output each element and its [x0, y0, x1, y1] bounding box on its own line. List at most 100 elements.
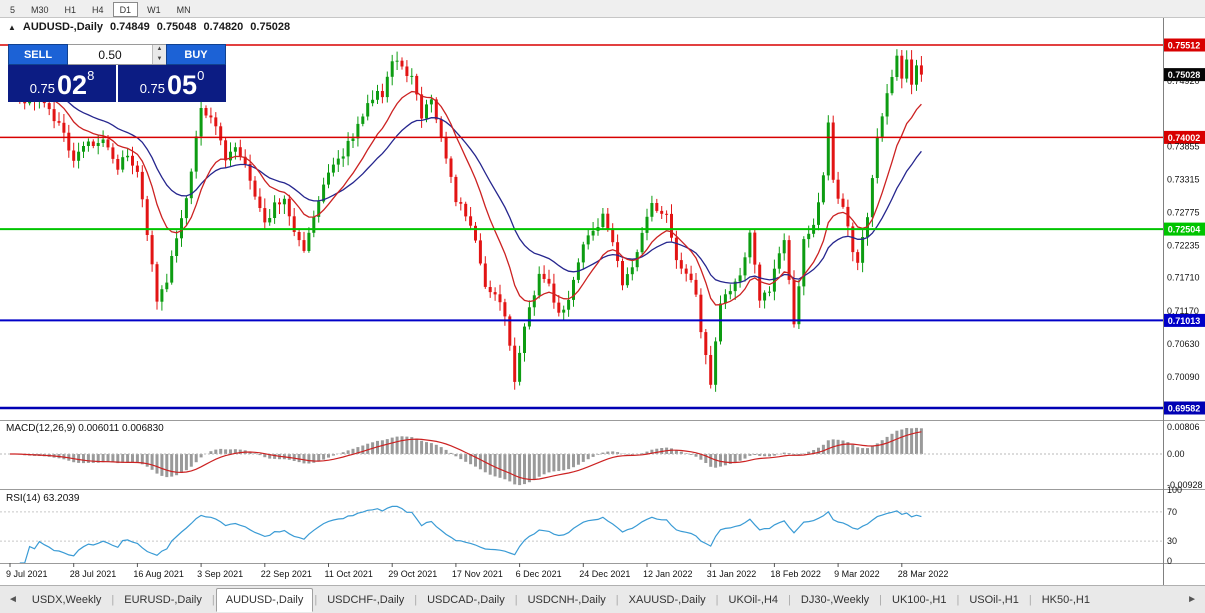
candles	[8, 49, 923, 392]
buy-price-pips: 05	[167, 70, 198, 100]
macd-axis-label: 0.00806	[1167, 422, 1200, 432]
price-axis-label: 0.71170	[1167, 306, 1199, 316]
price-axis-label: 0.72235	[1167, 241, 1200, 251]
price-axis-label: 0.72775	[1167, 208, 1200, 218]
price-level-badge-text: 0.72504	[1168, 225, 1201, 235]
chart-tab-usdcnh-daily[interactable]: USDCNH-,Daily	[527, 593, 606, 606]
ema-slow-line	[9, 83, 922, 284]
tab-separator: |	[715, 593, 719, 606]
time-axis-label: 11 Oct 2021	[325, 569, 373, 579]
volume-spinner: ▲ ▼	[152, 45, 166, 64]
price-level-badge	[1164, 38, 1205, 52]
volume-input[interactable]: 0.50	[98, 47, 122, 62]
current-price-badge-text: 0.75028	[1168, 70, 1201, 80]
time-axis-label: 12 Jan 2022	[643, 569, 693, 579]
timeframe-button-5[interactable]: 5	[10, 4, 16, 15]
price-level-badge	[1164, 313, 1205, 327]
tab-separator: |	[111, 593, 115, 606]
chart-window[interactable]: 0.75512 0.74002 0.72504 0.71013 0.69582 0.750…	[0, 18, 1205, 585]
timeframe-button-h4[interactable]: H4	[92, 4, 104, 15]
ohlc-high: 0.75048	[156, 21, 197, 33]
tab-separator: |	[414, 593, 418, 606]
chart-tab-bar: ◄ USDX,Weekly | EURUSD-,Daily | AUDUSD-,Daily…	[0, 585, 1205, 613]
price-level-badge-text: 0.75512	[1168, 41, 1201, 51]
chart-tab-dj30-weekly[interactable]: DJ30-,Weekly	[800, 593, 870, 606]
time-axis-label: 31 Jan 2022	[707, 569, 757, 579]
timeframe-button-m30[interactable]: M30	[31, 4, 49, 15]
chart-canvas[interactable]: 0.755120.740020.725040.710130.695820.750…	[0, 18, 1205, 585]
price-level-badge-text: 0.74002	[1168, 133, 1201, 143]
volume-box: 0.50 ▲ ▼	[68, 44, 166, 65]
price-axis[interactable]	[1163, 18, 1205, 585]
price-level-badge-text: 0.69582	[1168, 404, 1201, 414]
tab-separator: |	[1028, 593, 1032, 606]
ema-fast-line	[9, 83, 922, 306]
timeframe-button-w1[interactable]: W1	[147, 4, 161, 15]
price-axis-label: 0.73315	[1167, 175, 1200, 185]
ohlc-open: 0.74849	[110, 21, 150, 33]
chart-tab-xauusd-daily[interactable]: XAUUSD-,Daily	[628, 593, 706, 606]
rsi-axis-label: 30	[1167, 536, 1177, 546]
sell-button[interactable]: SELL	[8, 44, 68, 65]
chart-tab-eurusd-daily[interactable]: EURUSD-,Daily	[124, 593, 202, 606]
rsi-line	[19, 505, 922, 564]
timeframe-toolbar: 5 M30 H1 H4 D1 W1 MN	[0, 0, 1205, 18]
time-axis-label: 6 Dec 2021	[516, 569, 562, 579]
chart-tab-usdx-weekly[interactable]: USDX,Weekly	[31, 593, 102, 606]
price-axis-label: 0.73855	[1167, 141, 1200, 151]
buy-button[interactable]: BUY	[166, 44, 226, 65]
tab-separator: |	[314, 593, 318, 606]
chart-tab-usdchf-daily[interactable]: USDCHF-,Daily	[327, 593, 405, 606]
tab-separator: |	[211, 593, 215, 606]
chart-title: ▲ AUDUSD-,Daily 0.74849 0.75048 0.74820 …	[8, 21, 290, 33]
sell-price-pips: 02	[57, 70, 88, 100]
time-axis-label: 3 Sep 2021	[197, 569, 243, 579]
chart-tab-ukoil-h4[interactable]: UKOil-,H4	[728, 593, 779, 606]
chart-tab-hk50-h1[interactable]: HK50-,H1	[1041, 593, 1090, 606]
tab-scroll-left-icon[interactable]: ◄	[8, 594, 18, 605]
ohlc-low: 0.74820	[203, 21, 244, 33]
time-axis-label: 9 Jul 2021	[6, 569, 48, 579]
timeframe-button-d1[interactable]: D1	[112, 2, 139, 17]
tab-scroll-right-icon[interactable]: ►	[1187, 594, 1197, 605]
time-axis-label: 29 Oct 2021	[388, 569, 437, 579]
time-axis[interactable]	[0, 563, 1163, 585]
price-level-badge	[1164, 130, 1205, 144]
buy-price-base: 0.75	[139, 81, 166, 96]
time-axis-label: 18 Feb 2022	[770, 569, 821, 579]
chart-tab-usoil-h1[interactable]: USOil-,H1	[969, 593, 1019, 606]
tab-separator: |	[514, 593, 518, 606]
sell-price-point: 8	[87, 68, 95, 83]
chart-tab-uk100-h1[interactable]: UK100-,H1	[892, 593, 947, 606]
ohlc-close: 0.75028	[250, 21, 291, 33]
time-axis-label: 24 Dec 2021	[579, 569, 630, 579]
price-axis-label: 0.74920	[1167, 76, 1200, 86]
tab-separator: |	[956, 593, 960, 606]
sell-price-base: 0.75	[29, 81, 56, 96]
macd-signal-line	[10, 431, 922, 481]
volume-down-icon[interactable]: ▼	[153, 54, 166, 64]
rsi-indicator-label: RSI(14) 63.2039	[6, 493, 80, 504]
volume-up-icon[interactable]: ▲	[153, 45, 166, 55]
price-axis-label: 0.70630	[1167, 339, 1200, 349]
time-axis-label: 28 Jul 2021	[70, 569, 117, 579]
price-level-badge	[1164, 401, 1205, 415]
tab-separator: |	[788, 593, 791, 606]
rsi-axis-label: 100	[1167, 485, 1182, 495]
rsi-axis-label: 0	[1167, 556, 1172, 566]
sell-price-quote[interactable]: 0.75 02 8	[8, 65, 116, 102]
chart-tab-usdcad-daily[interactable]: USDCAD-,Daily	[427, 593, 505, 606]
buy-price-point: 0	[197, 68, 205, 83]
time-axis-label: 17 Nov 2021	[452, 569, 503, 579]
macd-histogram	[13, 427, 923, 486]
time-axis-label: 9 Mar 2022	[834, 569, 880, 579]
rsi-axis-label: 70	[1167, 507, 1177, 517]
macd-indicator-label: MACD(12,26,9) 0.006011 0.006830	[6, 423, 164, 434]
buy-price-quote[interactable]: 0.75 05 0	[118, 65, 226, 102]
timeframe-button-h1[interactable]: H1	[64, 4, 77, 15]
timeframe-button-mn[interactable]: MN	[176, 4, 191, 15]
chart-tab-audusd-daily[interactable]: AUDUSD-,Daily	[215, 587, 314, 612]
time-axis-label: 28 Mar 2022	[898, 569, 949, 579]
chart-symbol-period: AUDUSD-,Daily	[22, 21, 103, 33]
price-level-badge	[1164, 222, 1205, 236]
